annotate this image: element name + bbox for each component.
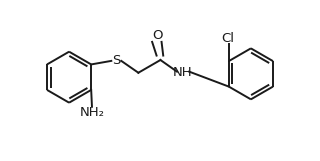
Text: O: O: [152, 29, 163, 42]
Text: Cl: Cl: [221, 32, 234, 45]
Text: NH₂: NH₂: [80, 106, 105, 119]
Text: S: S: [112, 53, 121, 66]
Text: NH: NH: [173, 66, 192, 79]
